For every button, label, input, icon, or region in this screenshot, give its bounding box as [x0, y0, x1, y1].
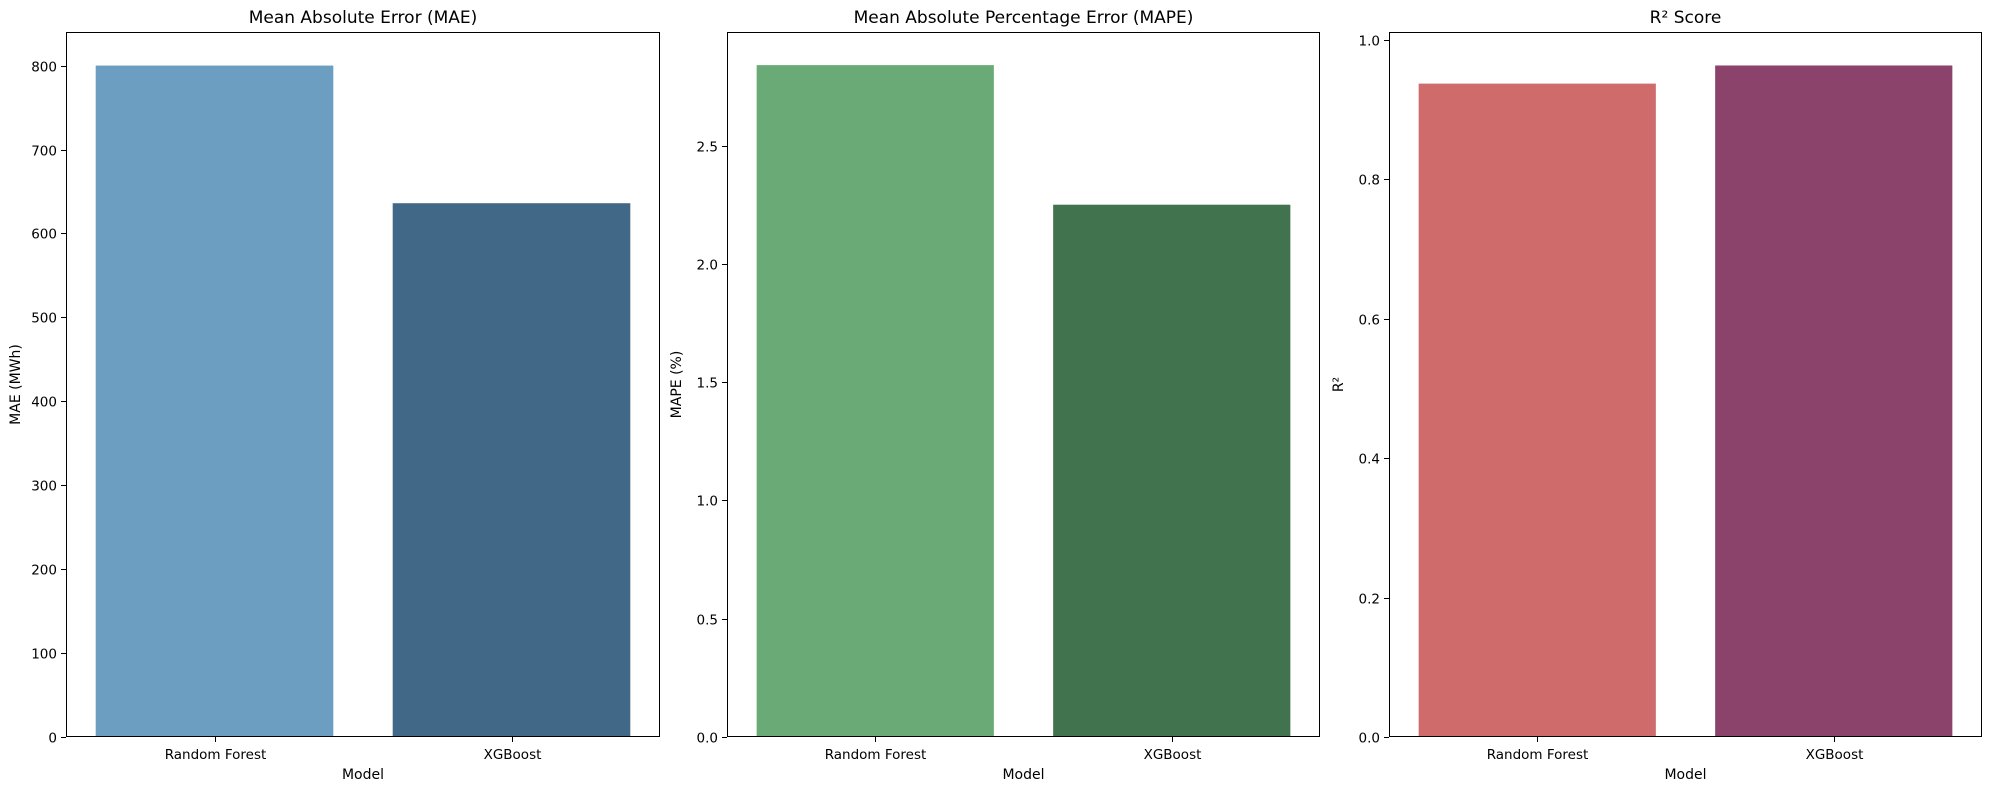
x-tick-label: Random Forest	[165, 747, 267, 763]
plot-frame	[66, 32, 660, 737]
bar-random-forest	[1418, 83, 1656, 738]
x-tick-label: XGBoost	[484, 747, 542, 763]
y-tick-label: 1.0	[697, 494, 718, 510]
y-tick-label: 0.2	[1359, 592, 1380, 608]
y-tick-label: 100	[31, 647, 57, 663]
y-tick-label: 2.5	[697, 140, 718, 156]
bar-xgboost	[1715, 65, 1953, 738]
x-axis-label: Model	[342, 767, 384, 783]
y-tick-label: 500	[31, 311, 57, 327]
x-tick-label: XGBoost	[1806, 747, 1864, 763]
x-axis-label: Model	[1664, 767, 1706, 783]
x-axis-label: Model	[1002, 767, 1044, 783]
chart-panel-2: 0.0 0.5 1.0 1.5 2.0 2.5 Random Forest XGBoost Me…	[669, 8, 1320, 783]
chart-title: Mean Absolute Percentage Error (MAPE)	[854, 8, 1194, 28]
chart-title: Mean Absolute Error (MAE)	[249, 8, 478, 28]
y-tick-label: 600	[31, 227, 57, 243]
y-tick-label: 0.6	[1359, 313, 1380, 329]
chart-panel-1: 0 100 200 300 400 500 600 700 800 Random Forest XG…	[8, 8, 660, 783]
x-tick-label: Random Forest	[1487, 747, 1589, 763]
x-tick-label: Random Forest	[825, 747, 927, 763]
y-axis-label: MAE (MWh)	[8, 344, 24, 425]
y-tick-label: 0.0	[1359, 731, 1380, 747]
y-tick-label: 400	[31, 395, 57, 411]
bar-random-forest	[95, 65, 334, 738]
y-axis-label: R²	[1331, 377, 1347, 392]
y-tick-label: 200	[31, 563, 57, 579]
bar-random-forest	[756, 65, 994, 738]
y-tick-label: 0.8	[1359, 173, 1380, 189]
y-tick-label: 0.5	[697, 613, 718, 629]
y-tick-label: 300	[31, 479, 57, 495]
y-tick-label: 0.4	[1359, 452, 1380, 468]
y-tick-label: 0	[48, 731, 57, 747]
plot-frame	[1389, 32, 1982, 737]
y-axis-label: MAPE (%)	[669, 351, 685, 419]
chart-panel-3: 0.0 0.2 0.4 0.6 0.8 1.0 Random Forest XGBoost R²…	[1331, 8, 1982, 783]
bar-xgboost	[1053, 204, 1291, 737]
y-tick-label: 2.0	[697, 258, 718, 274]
chart-title: R² Score	[1650, 8, 1722, 28]
y-tick-label: 1.5	[697, 376, 718, 392]
y-tick-label: 0.0	[697, 731, 718, 747]
y-tick-label: 700	[31, 144, 57, 160]
y-tick-label: 1.0	[1359, 34, 1380, 50]
bar-xgboost	[392, 203, 631, 737]
x-tick-label: XGBoost	[1144, 747, 1202, 763]
y-tick-label: 800	[31, 60, 57, 76]
plot-frame	[727, 32, 1320, 737]
